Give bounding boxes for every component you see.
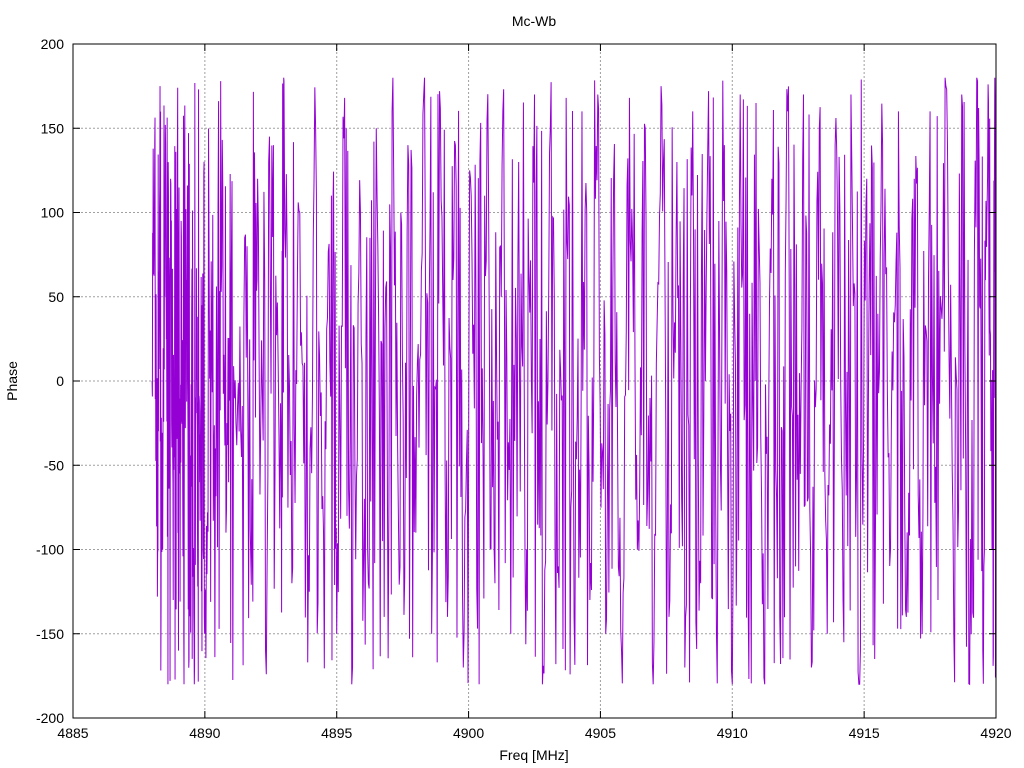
x-tick-label: 4885	[57, 725, 88, 741]
tick-labels: -200 -150 -100 -50 0 50 100 150 200 4885 4890 4895 4…	[36, 36, 1012, 741]
x-tick-label: 4905	[585, 725, 616, 741]
y-tick-label: -100	[36, 542, 64, 558]
y-tick-label: 150	[41, 120, 65, 136]
y-axis-title: Phase	[4, 361, 20, 401]
x-tick-label: 4900	[453, 725, 484, 741]
x-tick-label: 4915	[849, 725, 880, 741]
y-tick-label: -50	[44, 457, 64, 473]
y-tick-label: -150	[36, 626, 64, 642]
x-tick-label: 4910	[717, 725, 748, 741]
y-tick-label: 50	[48, 289, 64, 305]
chart-title: Mc-Wb	[512, 13, 557, 29]
y-tick-label: -200	[36, 710, 64, 726]
phase-series-line	[151, 77, 997, 686]
x-tick-label: 4895	[321, 725, 352, 741]
y-tick-label: 200	[41, 36, 65, 52]
x-tick-label: 4920	[980, 725, 1011, 741]
x-tick-label: 4890	[189, 725, 220, 741]
series-layer	[151, 77, 997, 686]
y-tick-label: 0	[56, 373, 64, 389]
y-tick-label: 100	[41, 205, 65, 221]
x-axis-title: Freq [MHz]	[499, 747, 568, 763]
tick-marks	[72, 43, 997, 719]
